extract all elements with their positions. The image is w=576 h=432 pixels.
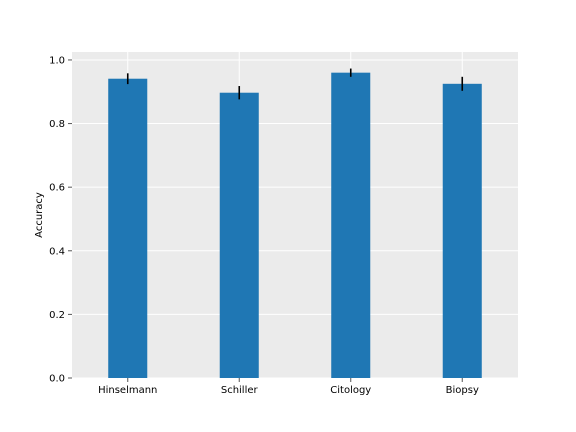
y-tick-label: 0.8 <box>49 119 65 130</box>
x-tick-label: Citology <box>330 385 371 396</box>
y-axis: 0.0 0.2 0.4 0.6 0.8 1.0 <box>49 55 72 385</box>
y-tick-label: 0.0 <box>49 374 65 385</box>
x-tick-label: Hinselmann <box>98 385 157 396</box>
bar <box>331 72 371 379</box>
bars <box>108 72 482 379</box>
y-tick-label: 0.2 <box>49 310 65 321</box>
bar <box>219 92 259 379</box>
bar <box>442 83 482 379</box>
y-tick-label: 0.6 <box>49 183 65 194</box>
y-axis-label: Accuracy <box>34 192 45 238</box>
x-axis: Hinselmann Schiller Citology Biopsy <box>98 378 479 396</box>
bar <box>108 78 148 378</box>
x-tick-label: Biopsy <box>446 385 479 396</box>
error-bars <box>126 68 464 100</box>
y-tick-label: 0.4 <box>49 246 65 257</box>
y-tick-label: 1.0 <box>49 55 65 66</box>
x-tick-label: Schiller <box>221 385 259 396</box>
